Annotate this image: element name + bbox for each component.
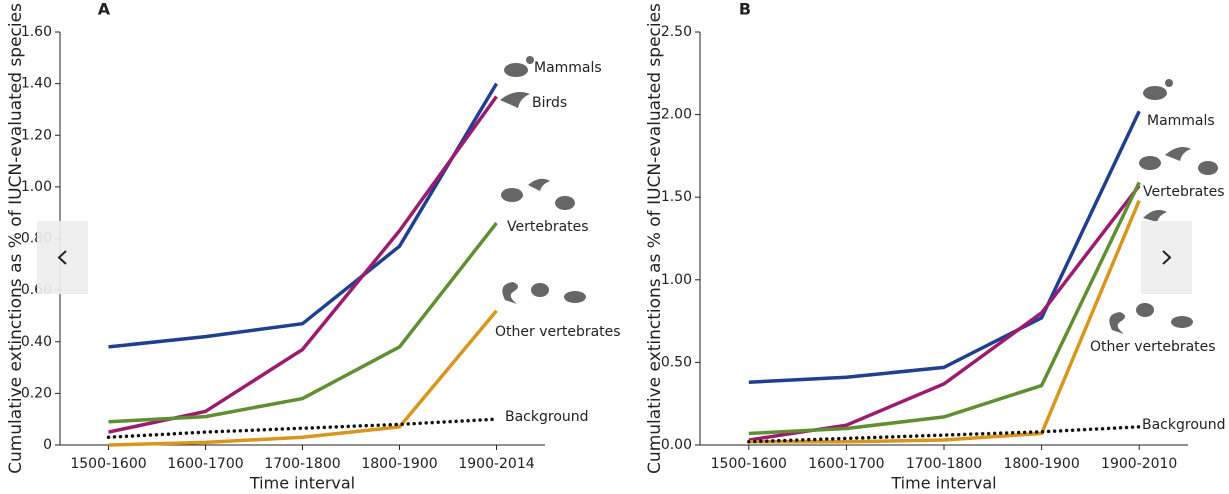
y-tick-label: 0 — [43, 437, 52, 453]
x-tick-label: 1500-1600 — [711, 456, 787, 472]
series-label: Other vertebrates — [495, 324, 621, 340]
x-tick-label: 1800-1900 — [361, 456, 437, 472]
panel-label: A — [98, 0, 111, 19]
line-series — [108, 82, 499, 349]
x-tick-label: 1600-1700 — [808, 456, 884, 472]
x-tick-label: 1900-2014 — [458, 456, 534, 472]
line-series — [106, 417, 499, 440]
carousel-prev[interactable] — [37, 221, 88, 294]
y-tick-label: 1.60 — [21, 24, 52, 40]
y-tick-label: 0.20 — [21, 385, 52, 401]
y-tick-label: 2.00 — [661, 107, 692, 123]
x-axis-label: Time interval — [890, 474, 996, 493]
line-series — [748, 181, 1141, 436]
y-tick-label: 1.20 — [21, 127, 52, 143]
x-tick-label: 1700-1800 — [906, 456, 982, 472]
icons — [500, 56, 1218, 334]
y-tick-label: 0.00 — [661, 437, 692, 453]
x-tick-label: 1800-1900 — [1003, 456, 1079, 472]
y-tick-label: 1.50 — [661, 189, 692, 205]
series-label: Birds — [532, 95, 567, 111]
series-label: Mammals — [534, 60, 602, 76]
line-series — [108, 221, 498, 424]
line-series — [748, 199, 1141, 444]
series-label: Background — [505, 409, 589, 425]
carousel-next[interactable] — [1141, 221, 1192, 294]
y-tick-label: 0.40 — [21, 334, 52, 350]
series-label: Vertebrates — [507, 219, 589, 235]
x-tick-label: 1500-1600 — [70, 456, 146, 472]
y-tick-label: 1.40 — [21, 76, 52, 92]
series-label: Background — [1142, 417, 1226, 433]
series-label: Other vertebrates — [1090, 339, 1216, 355]
series-label: Mammals — [1147, 113, 1215, 129]
series-label: Vertebrates — [1143, 184, 1225, 200]
y-tick-label: 2.50 — [661, 24, 692, 40]
y-axis-label: Cumulative extinctions as % of IUCN-eval… — [645, 3, 665, 474]
x-axis-label: Time interval — [249, 474, 355, 493]
panel-label: B — [739, 0, 751, 19]
y-axis-label: Cumulative extinctions as % of IUCN-eval… — [6, 3, 26, 474]
y-tick-label: 1.00 — [661, 272, 692, 288]
line-series — [748, 110, 1141, 384]
line-series — [747, 425, 1141, 444]
x-tick-label: 1700-1800 — [264, 456, 340, 472]
y-tick-label: 1.00 — [21, 179, 52, 195]
line-series — [748, 184, 1141, 442]
y-tick-label: 0.50 — [661, 354, 692, 370]
x-tick-label: 1600-1700 — [167, 456, 243, 472]
line-series — [108, 309, 498, 447]
x-tick-label: 1900-2010 — [1101, 456, 1177, 472]
